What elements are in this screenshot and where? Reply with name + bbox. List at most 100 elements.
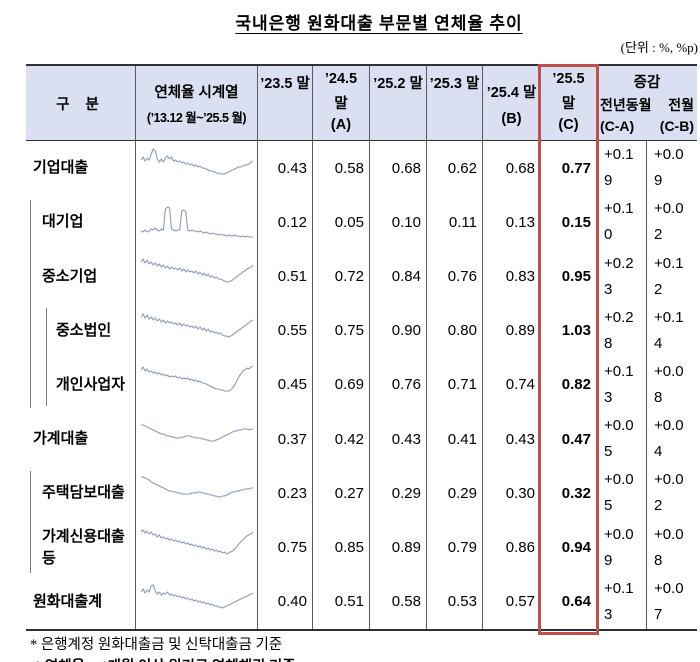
header-series-line1: 연체율 시계열 — [154, 84, 239, 101]
value-cell-25-4: 0.13 — [505, 213, 535, 231]
value-cell-25-5: 0.32 — [561, 484, 591, 502]
change-mom-cell: +0.08 — [654, 362, 684, 406]
value-cell-25-3: 0.79 — [427, 520, 483, 575]
header-23-5: ’23.5 말 — [258, 66, 313, 141]
change-mom-cell: +0.08 — [654, 525, 684, 569]
value-cell-24-5: 0.69 — [313, 357, 370, 413]
value-cell-25-4: 0.68 — [505, 159, 535, 177]
row-label-cell: 중소기업 — [26, 249, 136, 304]
header-gubun: 구 분 — [26, 66, 136, 141]
value-cell-25-4: 0.86 — [505, 539, 535, 557]
sparkline-cell — [136, 249, 258, 304]
value-cell-25-5: 1.03 — [561, 322, 591, 340]
value-cell-24-5: 0.51 — [313, 574, 370, 629]
unit-note: (단위 : %, %p) — [620, 40, 698, 55]
value-cell-25-5: 0.77 — [561, 159, 591, 177]
header-change: 증감 전년동월 전월 (C-A) (C-B) — [597, 66, 697, 141]
value-cell-25-5: 0.95 — [561, 268, 591, 286]
sparkline-chart — [140, 365, 253, 392]
value-cell-25-4: 0.57 — [505, 593, 535, 611]
value-cell-24-5: 0.85 — [313, 520, 370, 575]
change-yoy-cell: +0.09 — [597, 520, 647, 575]
row-label-cell: 주택담보대출 — [26, 466, 136, 521]
header-25-3: ’25.3 말 — [427, 66, 483, 141]
value-cell-25-4: 0.89 — [505, 322, 535, 340]
sparkline-chart — [140, 313, 253, 338]
value-cell-25-5: 0.15 — [561, 213, 591, 231]
hierarchy-line-household — [30, 471, 31, 573]
value-cell-24-5: 0.05 — [313, 195, 370, 250]
value-cell-23-5: 0.37 — [258, 412, 313, 467]
value-cell-23-5: 0.12 — [258, 195, 313, 250]
sparkline-cell — [136, 574, 258, 629]
row-label-cell: 가계신용대출 등 — [26, 520, 136, 575]
value-cell-25-2: 0.76 — [370, 357, 427, 413]
page-title: 국내은행 원화대출 부문별 연체율 추이 — [235, 14, 523, 33]
sparkline-chart — [140, 476, 253, 498]
sparkline-cell — [136, 412, 258, 467]
sparkline-cell — [136, 357, 258, 413]
row-label: 개인사업자 — [56, 375, 126, 393]
sparkline-cell — [136, 303, 258, 358]
header-change-mom-sub: (C-B) — [659, 118, 694, 134]
row-label: 대기업 — [42, 213, 84, 231]
value-cell-25-3: 0.62 — [427, 141, 483, 196]
value-cell-25-3: 0.29 — [427, 466, 483, 521]
change-yoy-cell: +0.28 — [597, 303, 647, 358]
change-yoy-cell: +0.10 — [597, 195, 647, 250]
value-cell-25-5: 0.94 — [561, 539, 591, 557]
header-25-4: ’25.4 말 (B) — [483, 66, 540, 141]
row-label-cell: 대기업 — [26, 195, 136, 250]
value-cell-25-4: 0.30 — [505, 484, 535, 502]
hierarchy-line-corporate — [30, 200, 31, 408]
header-change-title: 증감 — [633, 75, 661, 91]
table-grid: 구 분 연체율 시계열 (’13.12 월~’25.5 월) ’23.5 말 ’… — [26, 64, 697, 631]
change-mom-cell: +0.12 — [654, 254, 684, 298]
value-cell-25-2: 0.89 — [370, 520, 427, 575]
change-mom-cell: +0.04 — [654, 417, 684, 461]
change-mom-cell: +0.02 — [654, 471, 684, 515]
header-series: 연체율 시계열 (’13.12 월~’25.5 월) — [136, 66, 258, 141]
value-cell-23-5: 0.23 — [258, 466, 313, 521]
change-yoy-cell: +0.19 — [597, 141, 647, 196]
change-yoy-cell: +0.05 — [597, 466, 647, 521]
change-mom-cell: +0.07 — [654, 579, 684, 623]
value-cell-23-5: 0.45 — [258, 357, 313, 413]
footnote: * 은행계정 원화대출금 및 신탁대출금 기준 — [30, 637, 283, 653]
value-cell-25-4: 0.83 — [505, 268, 535, 286]
footnote-partial: * 연체율 = 1개월 이상 원리금 연체채권 기준 — [34, 655, 296, 662]
header-25-2: ’25.2 말 — [370, 66, 427, 141]
value-cell-25-2: 0.29 — [370, 466, 427, 521]
value-cell-25-2: 0.68 — [370, 141, 427, 196]
value-cell-25-3: 0.53 — [427, 574, 483, 629]
header-gubun-label: 구 분 — [56, 96, 105, 113]
row-label: 가계대출 — [33, 430, 89, 448]
value-cell-25-5: 0.82 — [561, 376, 591, 394]
hierarchy-line-sme — [46, 308, 47, 406]
change-yoy-cell: +0.13 — [597, 357, 647, 413]
change-yoy-cell: +0.05 — [597, 412, 647, 467]
row-label-cell: 원화대출계 — [26, 574, 136, 629]
row-label: 원화대출계 — [33, 592, 103, 610]
value-cell-23-5: 0.75 — [258, 520, 313, 575]
value-cell-23-5: 0.40 — [258, 574, 313, 629]
value-cell-25-2: 0.84 — [370, 249, 427, 304]
row-label-cell: 가계대출 — [26, 412, 136, 467]
change-mom-cell: +0.14 — [654, 308, 684, 352]
value-cell-25-2: 0.10 — [370, 195, 427, 250]
value-cell-25-5: 0.64 — [561, 593, 591, 611]
value-cell-25-3: 0.76 — [427, 249, 483, 304]
value-cell-25-4: 0.43 — [505, 430, 535, 448]
value-cell-25-3: 0.41 — [427, 412, 483, 467]
row-label: 중소기업 — [42, 267, 98, 285]
sparkline-chart — [140, 148, 253, 175]
sparkline-chart — [140, 206, 253, 238]
header-change-mom-label: 전월 — [668, 97, 694, 113]
sparkline-cell — [136, 466, 258, 521]
sparkline-chart — [140, 584, 253, 609]
row-label: 가계신용대출 등 — [42, 527, 125, 567]
value-cell-24-5: 0.27 — [313, 466, 370, 521]
value-cell-23-5: 0.55 — [258, 303, 313, 358]
change-yoy-cell: +0.13 — [597, 574, 647, 629]
